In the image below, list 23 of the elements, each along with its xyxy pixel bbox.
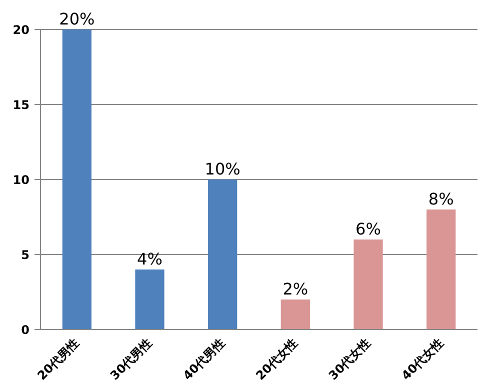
- x-tick-label: 30代女性: [326, 336, 374, 383]
- y-tick-label: 10: [12, 173, 30, 187]
- data-label: 4%: [137, 250, 162, 268]
- data-label: 10%: [204, 160, 240, 178]
- data-label: 2%: [282, 280, 308, 298]
- data-label: 6%: [356, 220, 381, 238]
- x-tick-label: 40代女性: [398, 336, 446, 383]
- bar: [426, 210, 456, 330]
- y-tick-label: 5: [21, 248, 30, 262]
- y-tick-label: 0: [21, 323, 30, 337]
- data-label: 8%: [428, 190, 454, 208]
- x-tick-label: 30代男性: [108, 336, 155, 383]
- x-tick-label: 20代女性: [253, 336, 300, 383]
- x-tick-label: 40代男性: [180, 336, 228, 383]
- x-tick-label: 20代男性: [34, 336, 82, 383]
- bar: [354, 240, 383, 330]
- bar: [280, 300, 310, 330]
- bar: [135, 270, 164, 330]
- y-tick-label: 20: [12, 23, 30, 37]
- data-label: 20%: [59, 10, 95, 28]
- bar: [208, 180, 238, 330]
- y-tick-label: 15: [12, 98, 30, 112]
- bar: [62, 30, 92, 330]
